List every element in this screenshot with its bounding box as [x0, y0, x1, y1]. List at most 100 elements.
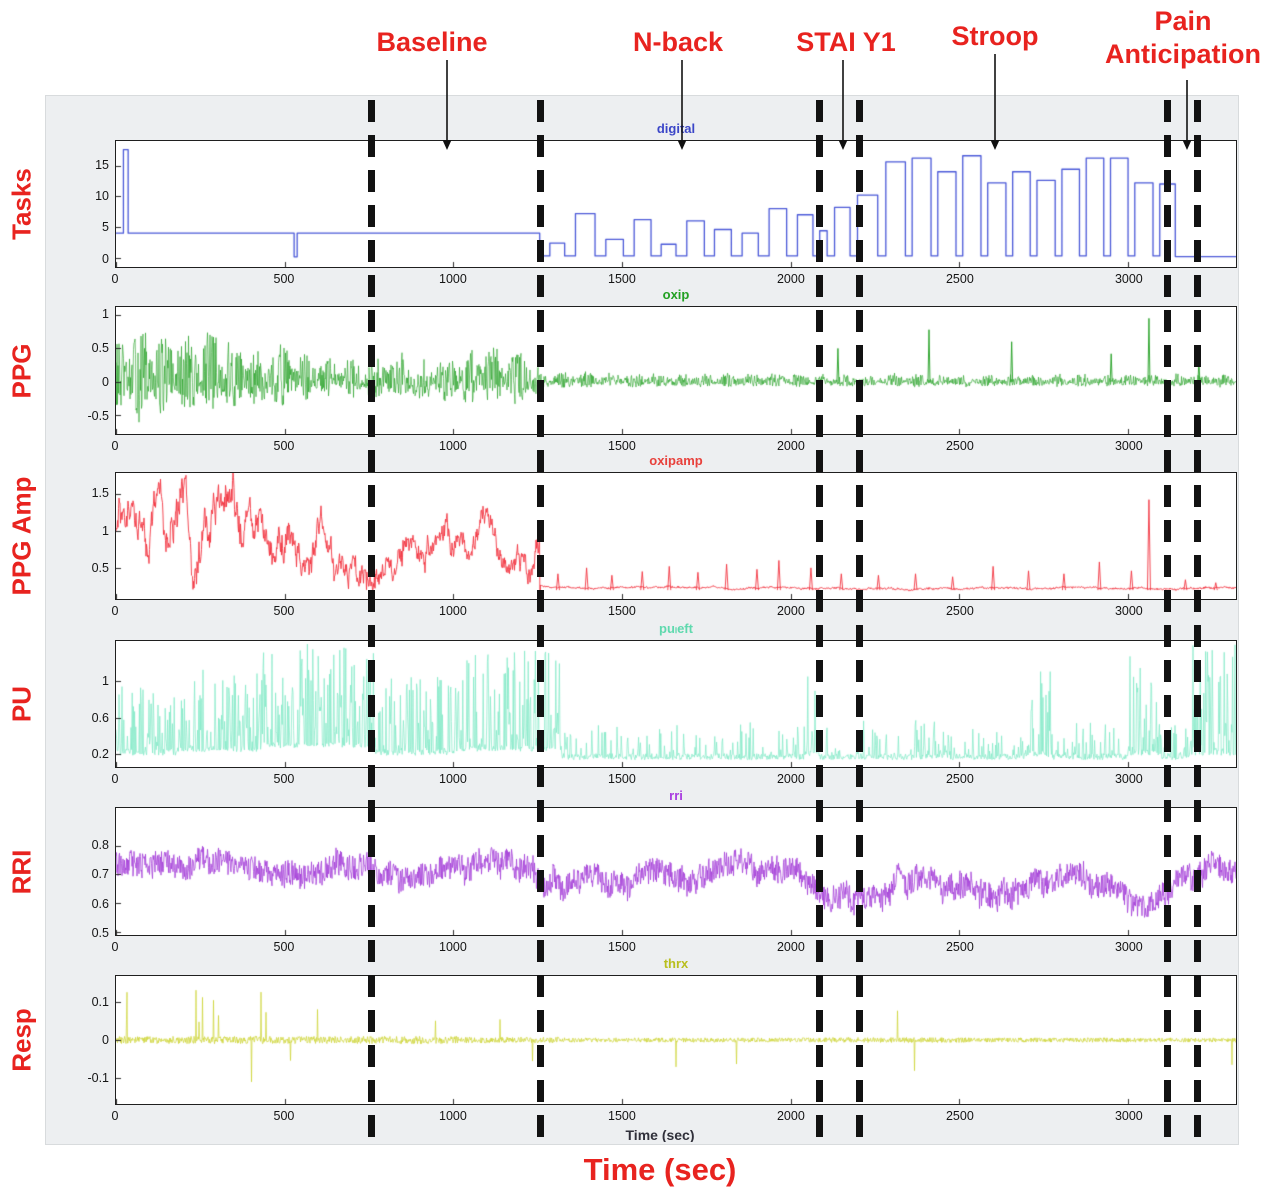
y-tick-label: 10	[95, 189, 109, 204]
row-label-resp: Resp	[6, 1008, 37, 1072]
x-axis-label: Time (sec)	[583, 1152, 737, 1187]
x-tick-label: 1000	[439, 439, 467, 453]
task-annotation-stroop: Stroop	[951, 21, 1039, 51]
x-tick-label: 1000	[439, 604, 467, 618]
plot-resp	[115, 975, 1237, 1105]
row-label-tasks: Tasks	[6, 168, 37, 240]
x-tick-label: 3000	[1114, 604, 1143, 618]
task-annotation-pain-anticipation: Pain Anticipation	[1105, 6, 1261, 69]
y-tick-label: 1	[102, 674, 109, 689]
panel-title-rri: rri	[669, 788, 683, 803]
task-annotation-baseline: Baseline	[376, 27, 488, 57]
y-tick-label: 0.5	[91, 561, 109, 576]
y-tick-label: 0.8	[91, 838, 109, 853]
x-tick-label: 500	[273, 1109, 295, 1123]
x-tick-label: 500	[273, 604, 295, 618]
x-tick-label: 0	[111, 439, 119, 453]
y-tick-label: 15	[95, 157, 109, 172]
event-boundary-line	[856, 100, 864, 1142]
x-tick-label: 3000	[1114, 940, 1143, 954]
panel-title-ppg: oxip	[662, 287, 690, 302]
panel-title-ppg-amp: oxipamp	[649, 453, 703, 468]
x-tick-label: 1500	[608, 940, 636, 954]
plot-background-panel	[45, 95, 1239, 1145]
plot-pu	[115, 640, 1237, 768]
x-tick-label: 500	[273, 940, 295, 954]
axis-xlabel-clipped: Time (sec)	[625, 1127, 695, 1142]
x-tick-label: 1500	[608, 272, 636, 286]
x-tick-label: 3000	[1114, 272, 1143, 286]
y-tick-label: 5	[102, 220, 109, 235]
x-tick-label: 2500	[945, 1109, 974, 1123]
y-tick-label: 1	[102, 307, 109, 322]
event-boundary-line	[536, 100, 544, 1142]
x-tick-label: 0	[111, 772, 119, 786]
signal-canvas-ppg	[116, 307, 1236, 434]
y-tick-label: 1	[102, 523, 109, 538]
x-tick-label: 0	[111, 604, 119, 618]
x-tick-label: 500	[273, 439, 295, 453]
plot-tasks	[115, 140, 1237, 268]
x-tick-label: 2500	[945, 439, 974, 453]
y-tick-label: 0.5	[91, 341, 109, 356]
x-tick-label: 1500	[608, 1109, 636, 1123]
x-tick-label: 1000	[439, 1109, 467, 1123]
y-tick-label: -0.1	[87, 1071, 109, 1086]
x-tick-label: 0	[111, 272, 119, 286]
x-tick-label: 1500	[608, 439, 636, 453]
panel-title-resp: thrx	[663, 956, 689, 971]
y-tick-label: 1.5	[91, 486, 109, 501]
x-tick-label: 3000	[1114, 1109, 1143, 1123]
x-tick-label: 2000	[776, 439, 805, 453]
y-tick-label: 0.7	[91, 867, 109, 882]
y-tick-label: 0	[102, 375, 109, 390]
x-tick-label: 0	[111, 940, 119, 954]
x-tick-label: 2000	[776, 1109, 805, 1123]
row-label-pu: PU	[6, 685, 37, 723]
y-tick-label: 0.6	[91, 710, 109, 725]
x-tick-label: 1000	[439, 272, 467, 286]
event-boundary-line	[1163, 100, 1171, 1142]
x-tick-label: 2000	[776, 940, 805, 954]
signal-canvas-ppg-amp	[116, 473, 1236, 599]
x-tick-label: 2000	[776, 272, 805, 286]
row-label-ppg-amp: PPG Amp	[6, 476, 37, 596]
y-tick-label: 0	[102, 251, 109, 266]
event-boundary-line	[816, 100, 824, 1142]
panel-title-pu: puₗeft	[659, 621, 693, 636]
task-annotation-stai-y1: STAI Y1	[796, 27, 896, 57]
signal-canvas-resp	[116, 976, 1236, 1104]
x-tick-label: 1000	[439, 940, 467, 954]
plot-rri	[115, 807, 1237, 936]
x-tick-label: 2500	[945, 772, 974, 786]
x-tick-label: 3000	[1114, 439, 1143, 453]
x-tick-label: 1000	[439, 772, 467, 786]
x-tick-label: 2000	[776, 604, 805, 618]
x-tick-label: 2500	[945, 272, 974, 286]
row-label-rri: RRI	[6, 849, 37, 894]
plot-ppg-amp	[115, 472, 1237, 600]
row-label-ppg: PPG	[6, 343, 37, 398]
x-tick-label: 0	[111, 1109, 119, 1123]
signal-canvas-rri	[116, 808, 1236, 935]
plot-ppg	[115, 306, 1237, 435]
signal-canvas-pu	[116, 641, 1236, 767]
x-tick-label: 1500	[608, 772, 636, 786]
signal-canvas-tasks	[116, 141, 1236, 267]
y-tick-label: 0.5	[91, 926, 109, 941]
y-tick-label: 0.2	[91, 747, 109, 762]
event-boundary-line	[1193, 100, 1201, 1142]
y-tick-label: 0.6	[91, 896, 109, 911]
event-boundary-line	[368, 100, 376, 1142]
task-annotation-n-back: N-back	[632, 27, 724, 57]
panel-title-tasks: digital	[656, 121, 696, 136]
x-tick-label: 500	[273, 772, 295, 786]
y-tick-label: 0.1	[91, 994, 109, 1009]
x-tick-label: 1500	[608, 604, 636, 618]
x-tick-label: 2500	[945, 940, 974, 954]
y-tick-label: -0.5	[87, 408, 109, 423]
x-tick-label: 3000	[1114, 772, 1143, 786]
x-tick-label: 2000	[776, 772, 805, 786]
x-tick-label: 500	[273, 272, 295, 286]
